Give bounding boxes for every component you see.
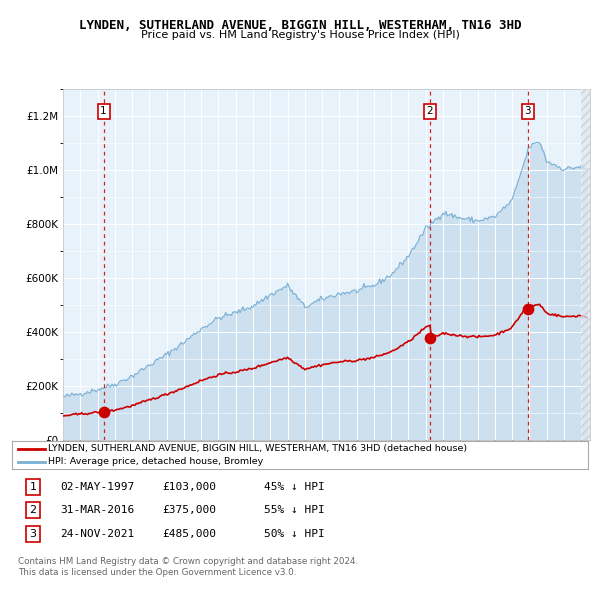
- Text: £375,000: £375,000: [162, 506, 216, 515]
- Text: Contains HM Land Registry data © Crown copyright and database right 2024.: Contains HM Land Registry data © Crown c…: [18, 557, 358, 566]
- Text: 2: 2: [29, 506, 37, 515]
- Text: 02-MAY-1997: 02-MAY-1997: [60, 482, 134, 491]
- Text: Price paid vs. HM Land Registry's House Price Index (HPI): Price paid vs. HM Land Registry's House …: [140, 30, 460, 40]
- Text: This data is licensed under the Open Government Licence v3.0.: This data is licensed under the Open Gov…: [18, 568, 296, 577]
- Text: 24-NOV-2021: 24-NOV-2021: [60, 529, 134, 539]
- Text: 3: 3: [524, 106, 531, 116]
- Text: 55% ↓ HPI: 55% ↓ HPI: [264, 506, 325, 515]
- Point: [523, 304, 532, 313]
- Text: 1: 1: [100, 106, 107, 116]
- Text: £485,000: £485,000: [162, 529, 216, 539]
- Text: LYNDEN, SUTHERLAND AVENUE, BIGGIN HILL, WESTERHAM, TN16 3HD: LYNDEN, SUTHERLAND AVENUE, BIGGIN HILL, …: [79, 19, 521, 32]
- Text: 45% ↓ HPI: 45% ↓ HPI: [264, 482, 325, 491]
- Text: 3: 3: [29, 529, 37, 539]
- Text: 50% ↓ HPI: 50% ↓ HPI: [264, 529, 325, 539]
- Text: HPI: Average price, detached house, Bromley: HPI: Average price, detached house, Brom…: [48, 457, 263, 467]
- Text: £103,000: £103,000: [162, 482, 216, 491]
- Point: [99, 407, 109, 417]
- Text: 1: 1: [29, 482, 37, 491]
- Point: [425, 333, 435, 343]
- Text: 31-MAR-2016: 31-MAR-2016: [60, 506, 134, 515]
- Text: LYNDEN, SUTHERLAND AVENUE, BIGGIN HILL, WESTERHAM, TN16 3HD (detached house): LYNDEN, SUTHERLAND AVENUE, BIGGIN HILL, …: [48, 444, 467, 453]
- Text: 2: 2: [427, 106, 433, 116]
